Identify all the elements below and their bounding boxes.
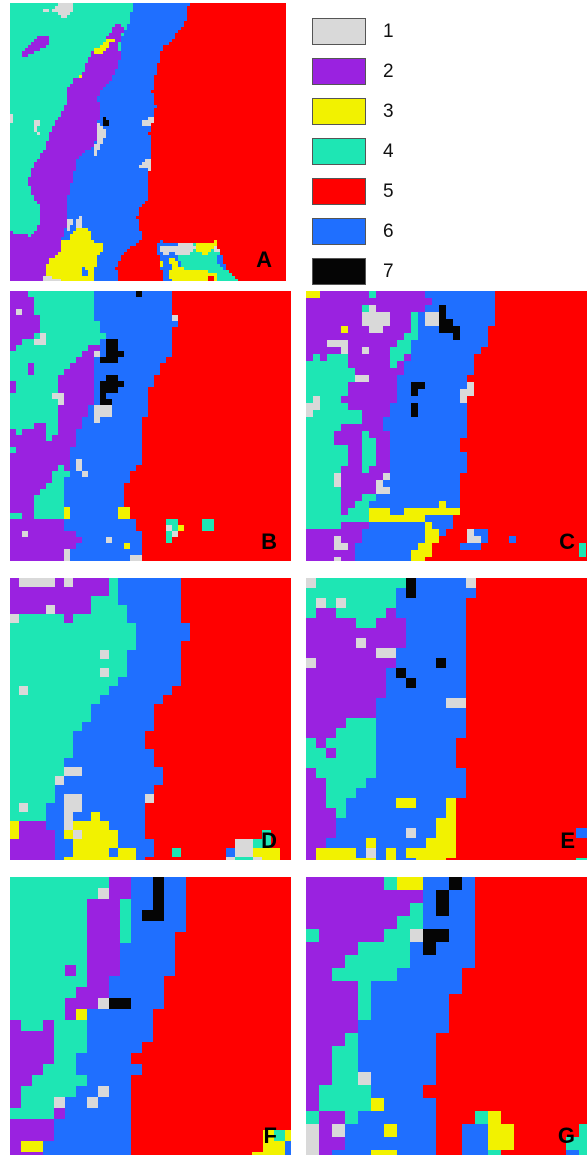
classification-map	[10, 877, 291, 1155]
map-panel-b: B	[10, 291, 291, 561]
legend-swatch	[312, 178, 366, 205]
panel-label: F	[263, 1123, 277, 1148]
map-panel-f: F	[10, 877, 291, 1155]
legend-item: 5	[312, 174, 422, 214]
legend-item: 7	[312, 254, 422, 294]
legend-swatch	[312, 258, 366, 285]
legend-label: 7	[383, 261, 394, 282]
legend-label: 1	[383, 21, 394, 42]
classification-map	[10, 578, 291, 860]
panel-label: D	[261, 828, 277, 853]
panel-label: G	[557, 1123, 575, 1148]
legend-label: 4	[383, 141, 394, 162]
legend-swatch	[312, 218, 366, 245]
panel-label: C	[559, 529, 575, 554]
panel-label: B	[261, 529, 277, 554]
classification-map	[306, 877, 587, 1155]
map-panel-g: G	[306, 877, 587, 1155]
classification-map	[306, 578, 587, 860]
classification-map	[10, 3, 286, 281]
legend-swatch	[312, 18, 366, 45]
map-panel-e: E	[306, 578, 587, 860]
legend-swatch	[312, 58, 366, 85]
legend-item: 4	[312, 134, 422, 174]
classification-map	[10, 291, 291, 561]
map-panel-d: D	[10, 578, 291, 860]
legend-item: 3	[312, 94, 422, 134]
map-panel-a: A	[10, 3, 286, 281]
legend-label: 6	[383, 221, 394, 242]
map-panel-c: C	[306, 291, 587, 561]
legend-label: 5	[383, 181, 394, 202]
legend-label: 2	[383, 61, 394, 82]
legend-item: 6	[312, 214, 422, 254]
panel-label: E	[560, 828, 575, 853]
classification-map	[306, 291, 587, 561]
panel-label: A	[256, 247, 272, 272]
legend-swatch	[312, 98, 366, 125]
legend-item: 1	[312, 14, 422, 54]
legend-swatch	[312, 138, 366, 165]
legend: 1 2 3 4 5 6 7	[312, 14, 422, 294]
legend-label: 3	[383, 101, 394, 122]
legend-item: 2	[312, 54, 422, 94]
